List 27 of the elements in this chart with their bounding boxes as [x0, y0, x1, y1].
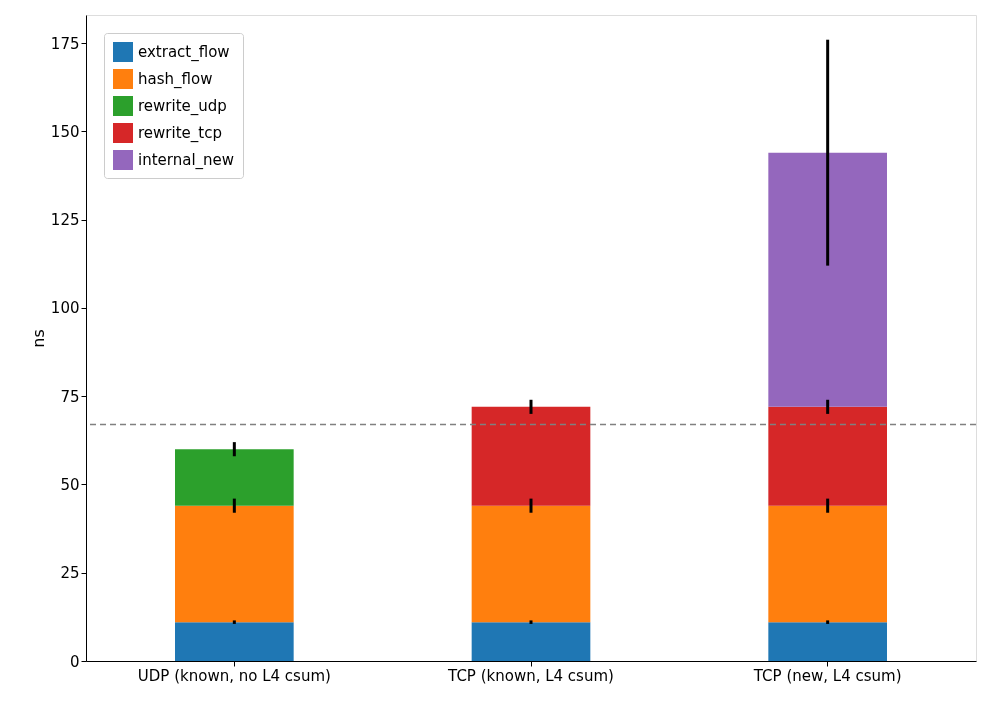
- bar: [175, 449, 294, 506]
- legend-label: rewrite_udp: [138, 97, 227, 116]
- y-tick-label: 0: [69, 652, 80, 671]
- y-axis-title: ns: [28, 329, 48, 348]
- y-tick-label: 100: [50, 299, 80, 318]
- x-tick-label: TCP (new, L4 csum): [752, 666, 902, 685]
- bar: [471, 505, 591, 623]
- y-tick-label: 125: [50, 211, 80, 230]
- legend-label: rewrite_tcp: [138, 124, 222, 143]
- y-tick-label: 25: [60, 564, 80, 583]
- bar: [768, 152, 887, 407]
- legend-label: extract_flow: [138, 43, 230, 62]
- bar: [768, 505, 887, 623]
- bar: [175, 505, 294, 623]
- bar: [175, 622, 294, 661]
- y-tick-label: 75: [60, 387, 80, 406]
- bar: [471, 406, 591, 506]
- bar: [471, 622, 591, 661]
- y-tick-label: 50: [60, 476, 80, 494]
- x-tick-label: UDP (known, no L4 csum): [137, 666, 331, 685]
- y-tick-label: 150: [50, 122, 80, 141]
- y-tick-label: 175: [50, 34, 80, 53]
- bar: [768, 406, 887, 506]
- bar: [768, 622, 887, 661]
- legend-label: hash_flow: [138, 70, 213, 89]
- legend-label: internal_new: [138, 151, 235, 170]
- x-tick-label: TCP (known, L4 csum): [447, 666, 614, 685]
